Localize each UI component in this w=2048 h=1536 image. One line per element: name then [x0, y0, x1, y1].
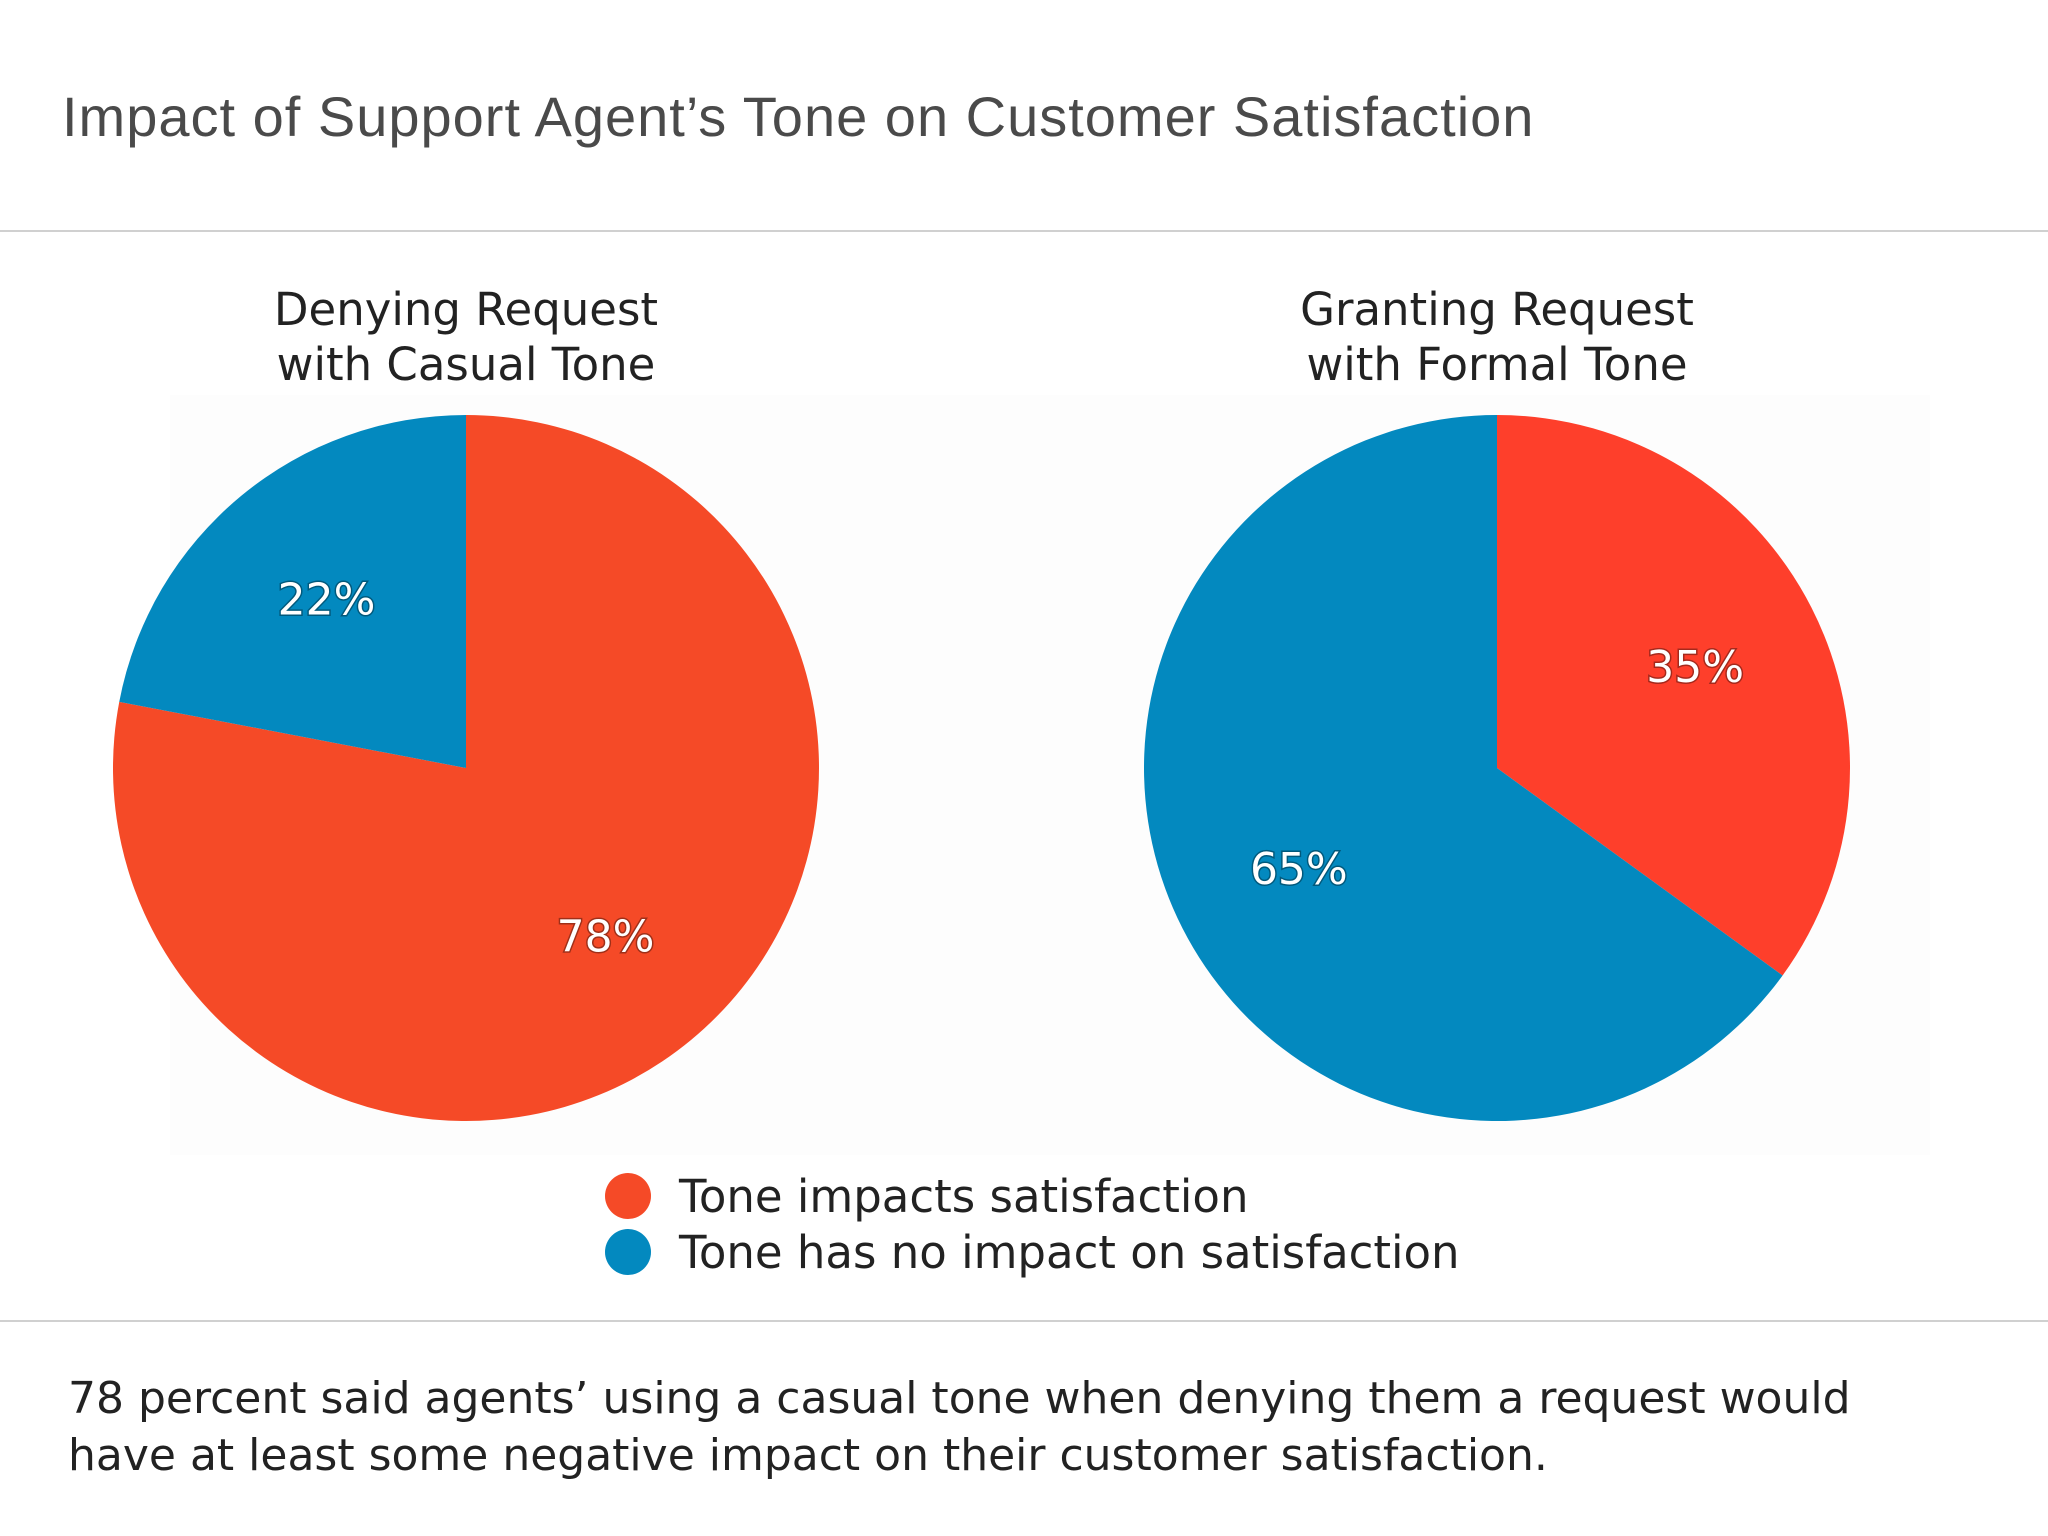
- page-title: Impact of Support Agent’s Tone on Custom…: [62, 85, 1535, 148]
- caption-line-2: have at least some negative impact on th…: [68, 1430, 1548, 1481]
- pie-2-slice-1: [1497, 415, 1850, 976]
- pie-title-2-line-1: Granting Request: [1300, 283, 1694, 336]
- legend-swatch-no-impact-icon: [605, 1229, 651, 1275]
- pie-title-1-line-2: with Casual Tone: [277, 338, 656, 391]
- caption-line-1: 78 percent said agents’ using a casual t…: [68, 1373, 1851, 1424]
- legend-label-no-impact: Tone has no impact on satisfaction: [679, 1225, 1460, 1279]
- bottom-divider: [0, 1320, 2048, 1322]
- pie-1-slice-2: [119, 415, 467, 768]
- legend-item-impact: Tone impacts satisfaction: [605, 1168, 1460, 1224]
- top-divider: [0, 230, 2048, 232]
- pie-title-2-line-2: with Formal Tone: [1306, 338, 1687, 391]
- legend-item-no-impact: Tone has no impact on satisfaction: [605, 1224, 1460, 1280]
- pie-2-slice-2: [1144, 415, 1783, 1121]
- pie-title-1-line-1: Denying Request: [274, 283, 658, 336]
- pie-2-slice-2-label: 65%: [1250, 844, 1348, 895]
- caption: 78 percent said agents’ using a casual t…: [68, 1370, 1968, 1484]
- pie-1-slice-1: [112, 415, 820, 1121]
- legend: Tone impacts satisfaction Tone has no im…: [605, 1168, 1460, 1280]
- pie-2-slice-1-label: 35%: [1646, 642, 1744, 693]
- pie-1-slice-2-label: 22%: [278, 574, 376, 625]
- pie-1-slice-1-label: 78%: [557, 912, 655, 963]
- legend-label-impact: Tone impacts satisfaction: [679, 1169, 1249, 1223]
- legend-swatch-impact-icon: [605, 1173, 651, 1219]
